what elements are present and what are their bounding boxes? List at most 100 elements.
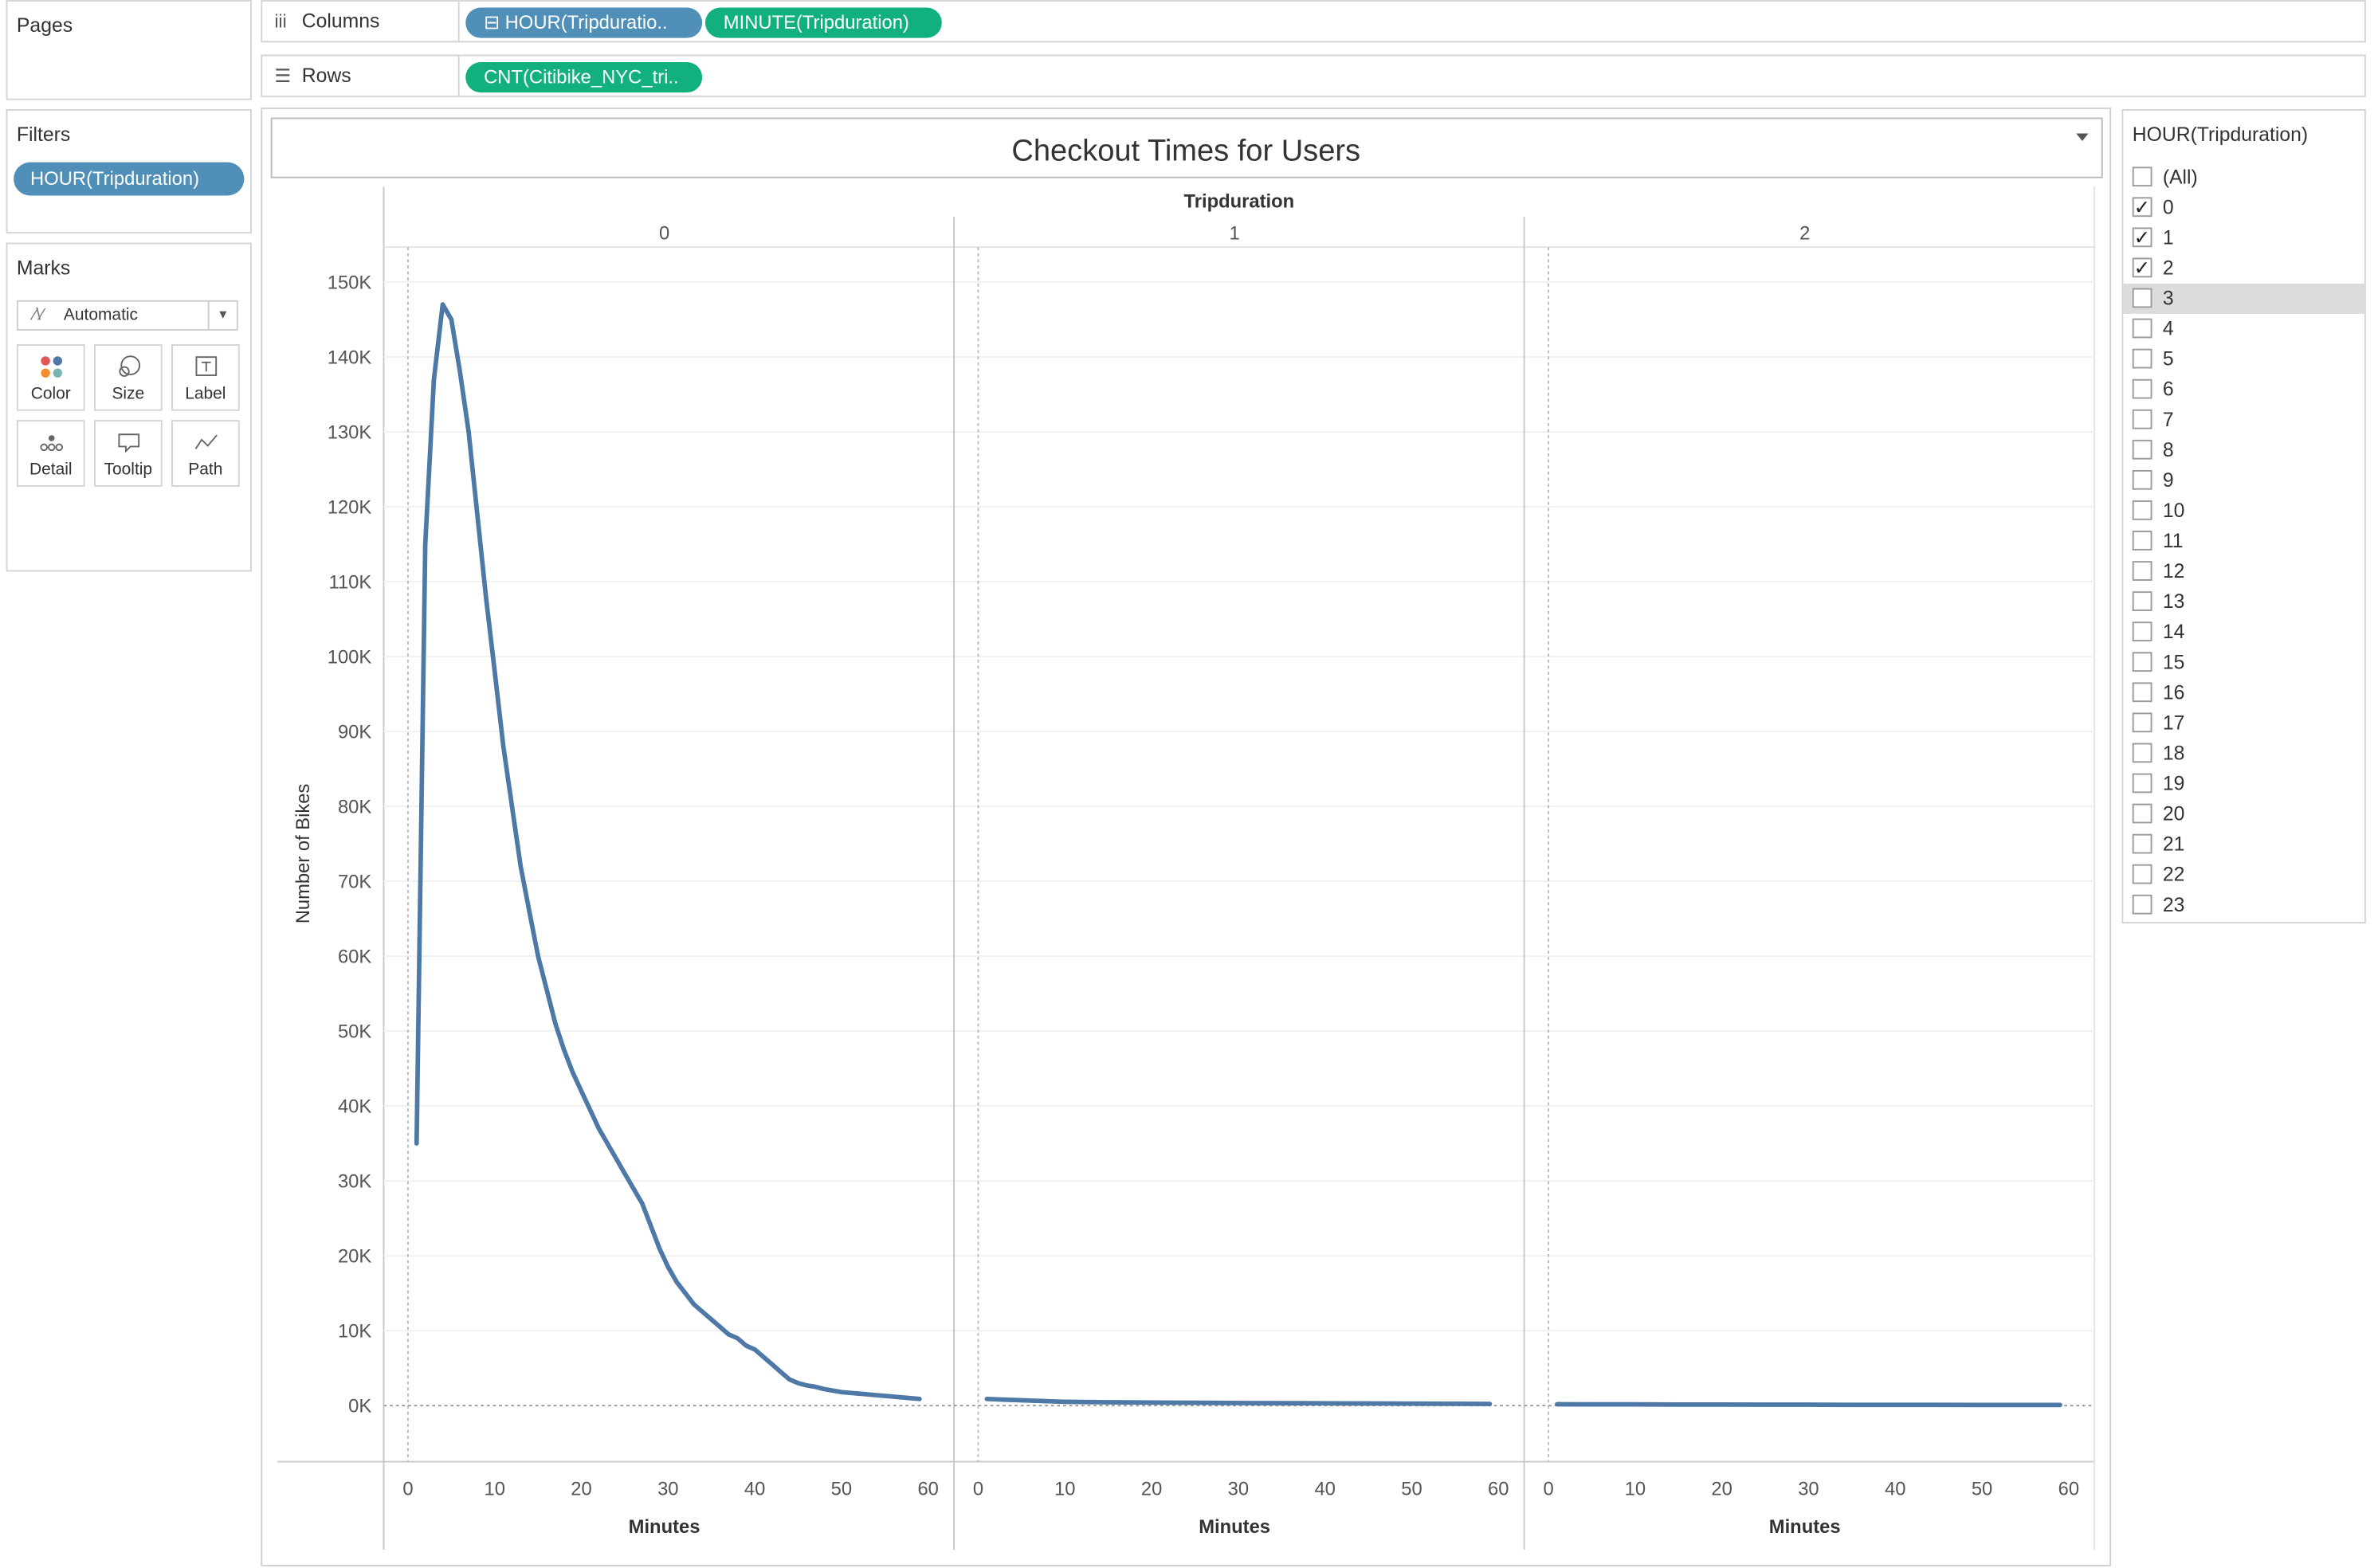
filter-option-17[interactable]: 16	[2132, 678, 2366, 708]
filter-option-8[interactable]: 7	[2132, 405, 2366, 435]
filter-checkbox-3[interactable]	[2132, 253, 2152, 284]
filter-checkbox-7[interactable]	[2132, 378, 2152, 399]
y-tick-label: 70K	[338, 872, 371, 893]
x-axis-label: Minutes	[629, 1516, 700, 1538]
columns-shelf[interactable]: iii Columns ⊟ HOUR(Tripduratio.. MINUTE(T…	[261, 0, 2366, 43]
filter-checkbox-0[interactable]	[2132, 167, 2152, 187]
filter-option-22[interactable]: 21	[2132, 829, 2366, 860]
filter-option-11[interactable]: 10	[2132, 496, 2366, 526]
marks-path-button[interactable]: Path	[171, 420, 240, 487]
marks-color-button[interactable]: Color	[16, 344, 85, 411]
x-tick-label: 50	[1401, 1478, 1422, 1499]
pages-panel[interactable]: Pages	[6, 0, 252, 100]
filter-checkbox-11[interactable]	[2132, 500, 2152, 520]
filter-option-6[interactable]: 5	[2132, 344, 2366, 374]
filter-option-12[interactable]: 11	[2132, 526, 2366, 556]
y-tick-label: 130K	[328, 422, 372, 444]
rows-pill-count[interactable]: CNT(Citibike_NYC_tri..	[465, 62, 703, 93]
filter-option-24[interactable]: 23	[2132, 890, 2366, 920]
columns-shelf-header: iii Columns	[262, 1, 460, 41]
hour-filter-title: HOUR(Tripduration)	[2132, 123, 2309, 146]
marks-detail-button[interactable]: Detail	[16, 420, 85, 487]
filter-option-20[interactable]: 19	[2132, 769, 2366, 799]
filter-checkbox-19[interactable]	[2132, 743, 2152, 763]
filter-option-23[interactable]: 22	[2132, 860, 2366, 890]
x-axis-label: Minutes	[1769, 1516, 1841, 1538]
filter-checkbox-16[interactable]	[2132, 652, 2152, 672]
filter-option-label: 5	[2162, 347, 2174, 370]
filter-option-0[interactable]: (All)	[2132, 163, 2366, 193]
mark-type-dropdown[interactable]: ⁄\⁄ Automatic ▼	[16, 300, 238, 331]
columns-pill-minute[interactable]: MINUTE(Tripduration)	[704, 7, 942, 38]
line-mark-icon: ⁄\⁄	[33, 306, 44, 325]
filter-option-label: 21	[2162, 832, 2185, 856]
x-tick-label: 30	[1798, 1478, 1819, 1499]
x-tick-label: 0	[402, 1478, 413, 1499]
chart-view: Checkout Times for Users Tripduration Nu…	[261, 108, 2112, 1566]
filter-checkbox-24[interactable]	[2132, 894, 2152, 915]
filter-option-2[interactable]: 1	[2132, 223, 2366, 253]
filter-checkbox-2[interactable]	[2132, 223, 2152, 253]
filter-checkbox-22[interactable]	[2132, 833, 2152, 854]
filter-checkbox-17[interactable]	[2132, 682, 2152, 703]
filter-checkbox-12[interactable]	[2132, 531, 2152, 551]
filter-checkbox-4[interactable]	[2132, 288, 2152, 308]
filter-option-18[interactable]: 17	[2132, 708, 2366, 739]
x-tick-label: 0	[973, 1478, 983, 1499]
filter-option-13[interactable]: 12	[2132, 556, 2366, 586]
filter-option-1[interactable]: 0	[2132, 193, 2366, 223]
hour-filter-card: HOUR(Tripduration) (All)0123456789101112…	[2121, 109, 2366, 923]
filter-checkbox-5[interactable]	[2132, 318, 2152, 339]
filter-option-14[interactable]: 13	[2132, 586, 2366, 617]
x-tick-label: 30	[1228, 1478, 1249, 1499]
filter-checkbox-8[interactable]	[2132, 409, 2152, 429]
marks-size-button[interactable]: Size	[93, 344, 163, 411]
filter-option-3[interactable]: 2	[2132, 253, 2366, 284]
filter-option-7[interactable]: 6	[2132, 374, 2366, 405]
x-tick-label: 0	[1543, 1478, 1553, 1499]
y-tick-label: 100K	[328, 647, 372, 668]
filter-pill-hour[interactable]: HOUR(Tripduration)	[14, 162, 245, 196]
filter-checkbox-21[interactable]	[2132, 803, 2152, 824]
filter-option-9[interactable]: 8	[2132, 435, 2366, 465]
filter-option-10[interactable]: 9	[2132, 465, 2366, 496]
series-line-hour-0	[414, 302, 922, 1401]
filter-checkbox-23[interactable]	[2132, 864, 2152, 884]
y-tick-label: 150K	[328, 272, 372, 294]
filter-option-label: 3	[2162, 286, 2174, 310]
filter-checkbox-9[interactable]	[2132, 439, 2152, 460]
filter-option-15[interactable]: 14	[2132, 617, 2366, 648]
marks-panel: Marks ⁄\⁄ Automatic ▼ Color Size Label D…	[6, 242, 252, 572]
filter-option-21[interactable]: 20	[2132, 799, 2366, 829]
y-tick-label: 90K	[338, 722, 371, 743]
marks-tooltip-button[interactable]: Tooltip	[93, 420, 163, 487]
y-tick-label: 40K	[338, 1096, 371, 1118]
filter-option-19[interactable]: 18	[2132, 739, 2366, 769]
title-dropdown-icon[interactable]	[2076, 133, 2089, 141]
series-line-hour-1	[984, 1396, 1493, 1406]
filter-option-label: 14	[2162, 620, 2185, 643]
filter-option-5[interactable]: 4	[2132, 314, 2366, 344]
filter-option-label: 8	[2162, 437, 2174, 461]
filter-checkbox-14[interactable]	[2132, 591, 2152, 611]
y-tick-label: 50K	[338, 1021, 371, 1043]
rows-shelf[interactable]: ☰ Rows CNT(Citibike_NYC_tri..	[261, 54, 2366, 97]
filter-checkbox-13[interactable]	[2132, 561, 2152, 581]
y-tick-label: 60K	[338, 947, 371, 968]
columns-pill-hour[interactable]: ⊟ HOUR(Tripduratio..	[465, 7, 703, 38]
filter-option-label: 12	[2162, 559, 2185, 582]
filter-checkbox-20[interactable]	[2132, 773, 2152, 794]
filter-checkbox-6[interactable]	[2132, 348, 2152, 369]
filter-option-16[interactable]: 15	[2132, 648, 2366, 678]
x-tick-label: 30	[657, 1478, 678, 1499]
filter-checkbox-18[interactable]	[2132, 712, 2152, 733]
filter-checkbox-1[interactable]	[2132, 193, 2152, 223]
filter-option-4[interactable]: 3	[2123, 283, 2366, 314]
marks-path-label: Path	[188, 461, 223, 480]
pane-header-hour: 2	[1799, 223, 1810, 245]
filters-panel[interactable]: Filters HOUR(Tripduration)	[6, 109, 252, 234]
marks-label-button[interactable]: Label	[171, 344, 240, 411]
filter-checkbox-10[interactable]	[2132, 469, 2152, 490]
filter-checkbox-15[interactable]	[2132, 621, 2152, 642]
filter-option-label: 19	[2162, 771, 2185, 795]
